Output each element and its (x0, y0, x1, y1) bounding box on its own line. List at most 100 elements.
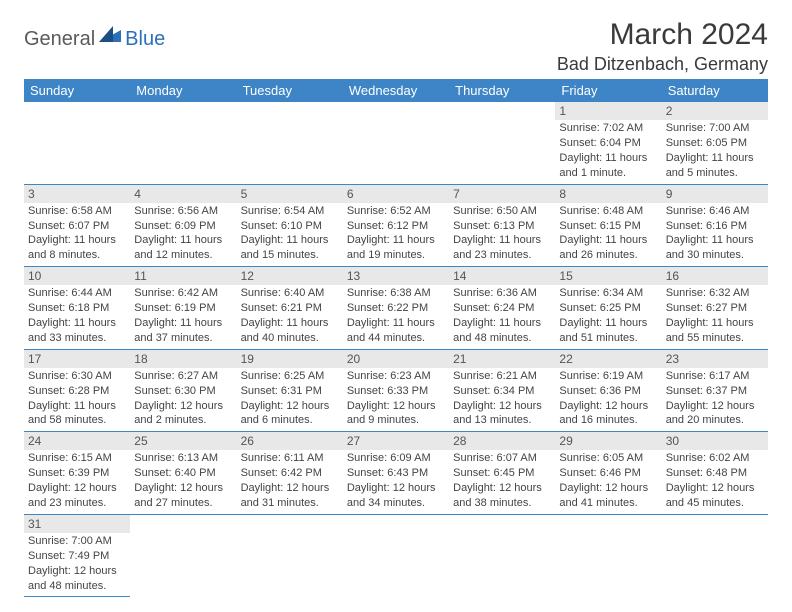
calendar-day-cell: 30Sunrise: 6:02 AMSunset: 6:48 PMDayligh… (662, 432, 768, 515)
day-number: 6 (343, 185, 449, 203)
calendar-day-cell (555, 514, 661, 597)
title-block: March 2024 Bad Ditzenbach, Germany (557, 18, 768, 75)
day-number: 3 (24, 185, 130, 203)
location-subtitle: Bad Ditzenbach, Germany (557, 54, 768, 75)
daylight-text: Daylight: 11 hours (666, 151, 764, 166)
daylight-text: Daylight: 11 hours (666, 233, 764, 248)
daylight-text: Daylight: 12 hours (134, 399, 232, 414)
weekday-header: Monday (130, 79, 236, 102)
daylight-text: and 1 minute. (559, 166, 657, 181)
daylight-text: and 48 minutes. (453, 331, 551, 346)
day-details: Sunrise: 6:30 AMSunset: 6:28 PMDaylight:… (24, 368, 130, 431)
daylight-text: and 33 minutes. (28, 331, 126, 346)
calendar-week-row: 17Sunrise: 6:30 AMSunset: 6:28 PMDayligh… (24, 349, 768, 432)
daylight-text: and 20 minutes. (666, 413, 764, 428)
header: General Blue March 2024 Bad Ditzenbach, … (24, 18, 768, 75)
calendar-day-cell: 7Sunrise: 6:50 AMSunset: 6:13 PMDaylight… (449, 184, 555, 267)
day-number: 1 (555, 102, 661, 120)
day-details: Sunrise: 6:21 AMSunset: 6:34 PMDaylight:… (449, 368, 555, 431)
daylight-text: Daylight: 12 hours (347, 399, 445, 414)
daylight-text: Daylight: 11 hours (347, 316, 445, 331)
sunset-text: Sunset: 6:18 PM (28, 301, 126, 316)
calendar-day-cell (662, 514, 768, 597)
day-details: Sunrise: 6:46 AMSunset: 6:16 PMDaylight:… (662, 203, 768, 266)
calendar-day-cell: 28Sunrise: 6:07 AMSunset: 6:45 PMDayligh… (449, 432, 555, 515)
calendar-day-cell: 27Sunrise: 6:09 AMSunset: 6:43 PMDayligh… (343, 432, 449, 515)
sunset-text: Sunset: 6:45 PM (453, 466, 551, 481)
weekday-header: Thursday (449, 79, 555, 102)
sunrise-text: Sunrise: 6:15 AM (28, 451, 126, 466)
daylight-text: Daylight: 11 hours (134, 233, 232, 248)
sunrise-text: Sunrise: 6:34 AM (559, 286, 657, 301)
weekday-header: Wednesday (343, 79, 449, 102)
sunrise-text: Sunrise: 6:05 AM (559, 451, 657, 466)
sunrise-text: Sunrise: 6:42 AM (134, 286, 232, 301)
day-details: Sunrise: 6:44 AMSunset: 6:18 PMDaylight:… (24, 285, 130, 348)
day-number: 14 (449, 267, 555, 285)
daylight-text: and 26 minutes. (559, 248, 657, 263)
sunrise-text: Sunrise: 6:56 AM (134, 204, 232, 219)
sunrise-text: Sunrise: 6:13 AM (134, 451, 232, 466)
sunset-text: Sunset: 6:12 PM (347, 219, 445, 234)
daylight-text: Daylight: 12 hours (453, 399, 551, 414)
daylight-text: and 23 minutes. (453, 248, 551, 263)
sunset-text: Sunset: 6:46 PM (559, 466, 657, 481)
day-details: Sunrise: 6:02 AMSunset: 6:48 PMDaylight:… (662, 450, 768, 513)
day-details: Sunrise: 6:56 AMSunset: 6:09 PMDaylight:… (130, 203, 236, 266)
sunrise-text: Sunrise: 6:21 AM (453, 369, 551, 384)
day-number: 27 (343, 432, 449, 450)
daylight-text: and 27 minutes. (134, 496, 232, 511)
day-number: 29 (555, 432, 661, 450)
day-number: 31 (24, 515, 130, 533)
calendar-day-cell (449, 514, 555, 597)
daylight-text: and 41 minutes. (559, 496, 657, 511)
calendar-day-cell: 26Sunrise: 6:11 AMSunset: 6:42 PMDayligh… (237, 432, 343, 515)
daylight-text: Daylight: 11 hours (559, 316, 657, 331)
calendar-day-cell: 2Sunrise: 7:00 AMSunset: 6:05 PMDaylight… (662, 102, 768, 184)
daylight-text: Daylight: 11 hours (453, 233, 551, 248)
page-title: March 2024 (557, 18, 768, 52)
daylight-text: and 6 minutes. (241, 413, 339, 428)
daylight-text: and 13 minutes. (453, 413, 551, 428)
sunset-text: Sunset: 6:40 PM (134, 466, 232, 481)
sunset-text: Sunset: 6:42 PM (241, 466, 339, 481)
sunset-text: Sunset: 6:16 PM (666, 219, 764, 234)
sunrise-text: Sunrise: 6:36 AM (453, 286, 551, 301)
sunrise-text: Sunrise: 6:30 AM (28, 369, 126, 384)
calendar-day-cell: 5Sunrise: 6:54 AMSunset: 6:10 PMDaylight… (237, 184, 343, 267)
day-details: Sunrise: 6:15 AMSunset: 6:39 PMDaylight:… (24, 450, 130, 513)
day-number: 8 (555, 185, 661, 203)
sunset-text: Sunset: 6:25 PM (559, 301, 657, 316)
day-details: Sunrise: 7:00 AMSunset: 6:05 PMDaylight:… (662, 120, 768, 183)
sunrise-text: Sunrise: 6:11 AM (241, 451, 339, 466)
daylight-text: Daylight: 11 hours (28, 399, 126, 414)
daylight-text: and 44 minutes. (347, 331, 445, 346)
day-number: 21 (449, 350, 555, 368)
sunset-text: Sunset: 6:36 PM (559, 384, 657, 399)
day-number: 5 (237, 185, 343, 203)
calendar-day-cell: 4Sunrise: 6:56 AMSunset: 6:09 PMDaylight… (130, 184, 236, 267)
calendar-day-cell (130, 514, 236, 597)
logo-text-blue: Blue (101, 28, 165, 51)
day-details: Sunrise: 6:09 AMSunset: 6:43 PMDaylight:… (343, 450, 449, 513)
weekday-header: Sunday (24, 79, 130, 102)
day-number: 12 (237, 267, 343, 285)
day-number: 7 (449, 185, 555, 203)
logo: General Blue (24, 26, 165, 53)
daylight-text: and 19 minutes. (347, 248, 445, 263)
weekday-header: Tuesday (237, 79, 343, 102)
calendar-week-row: 3Sunrise: 6:58 AMSunset: 6:07 PMDaylight… (24, 184, 768, 267)
day-number: 20 (343, 350, 449, 368)
logo-text-general: General (24, 28, 95, 51)
calendar-day-cell: 20Sunrise: 6:23 AMSunset: 6:33 PMDayligh… (343, 349, 449, 432)
sunset-text: Sunset: 6:07 PM (28, 219, 126, 234)
sunrise-text: Sunrise: 6:48 AM (559, 204, 657, 219)
daylight-text: and 2 minutes. (134, 413, 232, 428)
calendar-week-row: 31Sunrise: 7:00 AMSunset: 7:49 PMDayligh… (24, 514, 768, 597)
calendar-day-cell: 15Sunrise: 6:34 AMSunset: 6:25 PMDayligh… (555, 267, 661, 350)
calendar-week-row: 1Sunrise: 7:02 AMSunset: 6:04 PMDaylight… (24, 102, 768, 184)
daylight-text: and 58 minutes. (28, 413, 126, 428)
day-details: Sunrise: 6:05 AMSunset: 6:46 PMDaylight:… (555, 450, 661, 513)
day-details: Sunrise: 7:00 AMSunset: 7:49 PMDaylight:… (24, 533, 130, 596)
calendar-day-cell (237, 102, 343, 184)
